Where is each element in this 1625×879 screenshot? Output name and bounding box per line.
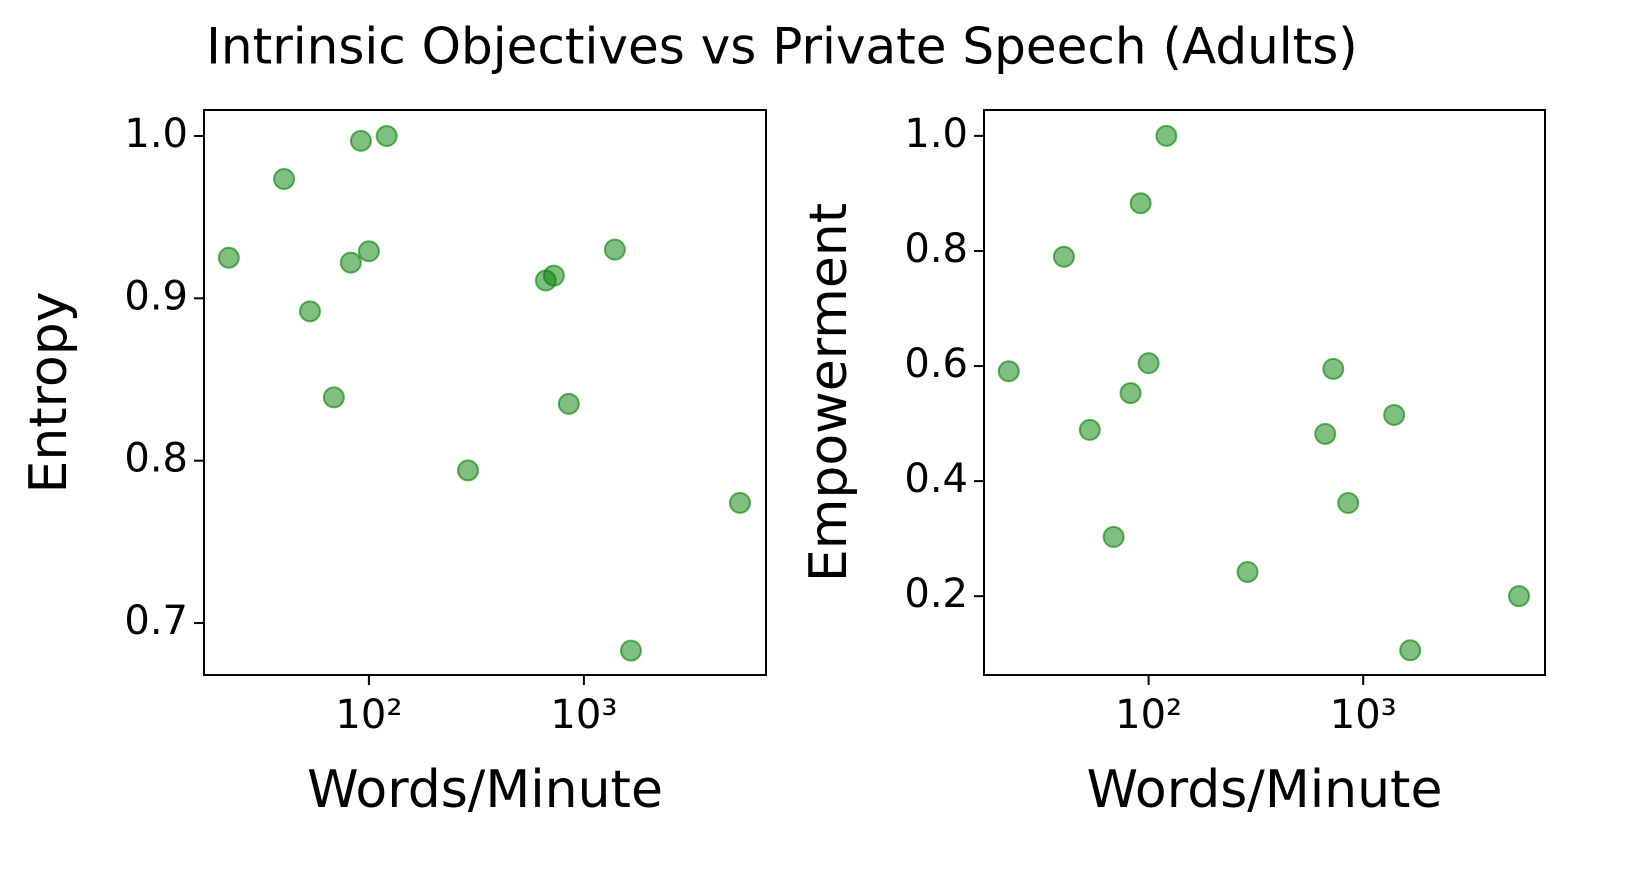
x-tick-label: 10² bbox=[1115, 692, 1182, 738]
point bbox=[1119, 382, 1142, 405]
point bbox=[322, 386, 345, 409]
y-tick-label: 0.6 bbox=[904, 341, 968, 387]
point bbox=[542, 264, 565, 287]
point bbox=[1129, 192, 1152, 215]
point bbox=[456, 459, 479, 482]
point bbox=[375, 124, 398, 147]
y-tick-label: 0.2 bbox=[904, 571, 968, 617]
point bbox=[217, 246, 240, 269]
point bbox=[619, 639, 642, 662]
x-axis-label: Words/Minute bbox=[1087, 760, 1443, 820]
point bbox=[997, 360, 1020, 383]
x-tick-label: 10³ bbox=[550, 692, 617, 738]
point bbox=[349, 129, 372, 152]
point bbox=[298, 300, 321, 323]
y-tick-label: 0.7 bbox=[124, 598, 188, 644]
y-axis-label: Entropy bbox=[19, 291, 79, 493]
point bbox=[1137, 352, 1160, 375]
point bbox=[1155, 124, 1178, 147]
point bbox=[1052, 245, 1075, 268]
x-tick-label: 10² bbox=[335, 692, 402, 738]
y-axis-label: Empowerment bbox=[799, 203, 859, 582]
figure-title: Intrinsic Objectives vs Private Speech (… bbox=[206, 18, 1358, 76]
point bbox=[1314, 422, 1337, 445]
point bbox=[603, 238, 626, 261]
point bbox=[557, 392, 580, 415]
point bbox=[1102, 525, 1125, 548]
point bbox=[339, 251, 362, 274]
y-tick-label: 1.0 bbox=[124, 111, 188, 157]
point bbox=[1078, 418, 1101, 441]
point bbox=[1508, 585, 1531, 608]
y-tick-label: 0.8 bbox=[904, 226, 968, 272]
point bbox=[728, 491, 751, 514]
point bbox=[1399, 639, 1422, 662]
y-tick-label: 0.4 bbox=[904, 456, 968, 502]
point bbox=[1337, 491, 1360, 514]
point bbox=[273, 168, 296, 191]
point bbox=[1322, 357, 1345, 380]
x-tick-label: 10³ bbox=[1330, 692, 1397, 738]
y-tick-label: 1.0 bbox=[904, 111, 968, 157]
plot-frame bbox=[203, 109, 767, 676]
point bbox=[1383, 403, 1406, 426]
x-axis-label: Words/Minute bbox=[307, 760, 663, 820]
y-tick-label: 0.9 bbox=[124, 273, 188, 319]
plot-frame bbox=[983, 109, 1546, 676]
y-tick-label: 0.8 bbox=[124, 436, 188, 482]
point bbox=[1236, 561, 1259, 584]
point bbox=[357, 240, 380, 263]
